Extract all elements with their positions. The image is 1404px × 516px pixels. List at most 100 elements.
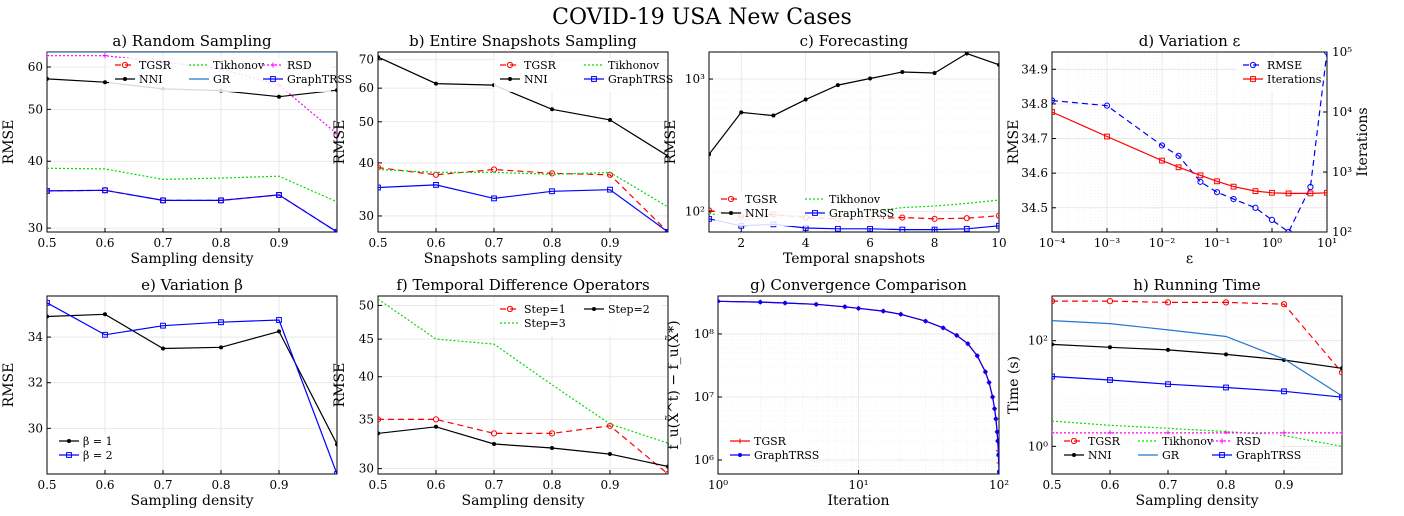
legend: TGSR Tikhonov NNI GraphTRSS	[494, 58, 673, 92]
data-point	[161, 346, 165, 351]
plot-frame	[46, 295, 338, 475]
legend-label: GraphTRSS	[829, 207, 894, 220]
data-point	[608, 117, 612, 122]
legend-label: TGSR	[754, 435, 787, 448]
legend-marker	[737, 438, 743, 444]
legend-marker	[506, 305, 514, 313]
data-point	[868, 76, 873, 81]
x-tick-label: 0.7	[484, 236, 503, 250]
x-tick-label: 0.5	[37, 236, 56, 250]
legend-label: TGSR	[1088, 435, 1121, 448]
legend-label: RSD	[1236, 435, 1261, 448]
data-point	[1052, 342, 1054, 347]
data-point	[47, 299, 50, 306]
data-point	[1281, 388, 1287, 395]
data-point	[899, 226, 906, 232]
data-point	[665, 229, 668, 232]
data-point	[1307, 183, 1314, 191]
panel-d: 10⁻⁴ 10⁻³ 10⁻² 10⁻¹ 10⁰ 10¹ 34.5 34.6 34.7 34.8 34…	[1006, 32, 1371, 267]
data-point	[434, 424, 438, 429]
legend-label: Tikhonov	[608, 59, 660, 72]
plot-frame	[377, 51, 669, 233]
series-line-tgsr	[1052, 300, 1342, 373]
data-point	[834, 225, 841, 232]
legend-label: Step=1	[524, 303, 566, 316]
data-point	[1281, 430, 1287, 436]
plot-frame	[708, 51, 1000, 233]
plot-area	[378, 55, 668, 232]
x-tick-label: 0.9	[1274, 478, 1293, 492]
data-point	[709, 152, 711, 157]
data-point	[1108, 345, 1112, 350]
y-tick-label: 34.5	[1021, 201, 1048, 215]
data-point	[1165, 381, 1171, 388]
y-tick-label: 10⁰	[1028, 439, 1048, 453]
y-axis-label: RMSE	[332, 120, 348, 165]
data-point	[997, 469, 999, 474]
data-point	[378, 164, 382, 171]
data-point	[606, 422, 614, 429]
legend-marker	[592, 307, 596, 311]
y-tick-label: 70	[359, 53, 374, 67]
x-tick-label: 0.9	[269, 236, 288, 250]
y-tick-label: 34.9	[1021, 62, 1048, 76]
data-point	[975, 353, 980, 358]
data-point	[881, 309, 886, 314]
legend-label: NNI	[745, 207, 769, 220]
data-point	[898, 312, 903, 317]
data-point	[995, 212, 999, 219]
legend-marker	[738, 453, 742, 457]
y-tick-label: 10³	[685, 72, 705, 86]
data-point	[856, 306, 861, 311]
data-point	[1107, 377, 1113, 383]
data-point	[954, 333, 959, 338]
y-tick-label: 34.7	[1021, 132, 1048, 146]
data-point	[666, 464, 668, 469]
data-point	[1252, 204, 1259, 211]
x-tick-label: 6	[866, 236, 874, 250]
data-point	[1222, 299, 1230, 306]
legend-label: NNI	[139, 73, 163, 86]
data-point	[1223, 384, 1229, 391]
data-point	[1340, 366, 1342, 371]
series-line-step=2	[378, 426, 668, 468]
y-axis-label: RMSE	[1, 120, 17, 165]
data-point	[102, 331, 108, 338]
y-tick-label: 10²	[685, 204, 705, 218]
series-line-step=1	[378, 418, 668, 474]
data-point	[1164, 299, 1172, 306]
data-point	[47, 314, 49, 319]
data-point	[334, 131, 337, 137]
data-point	[378, 431, 380, 436]
data-point	[1307, 190, 1314, 197]
data-point	[758, 300, 763, 305]
data-point	[1214, 178, 1220, 185]
data-point	[1252, 188, 1259, 195]
panel-a: 0.5 0.6 0.7 0.8 0.9 30 40 50 60 a) Random Samplin…	[1, 32, 352, 267]
data-point	[550, 107, 554, 112]
legend-marker	[1219, 438, 1225, 444]
series-line-nni	[378, 56, 668, 157]
data-point	[803, 97, 808, 102]
data-point	[965, 341, 970, 346]
data-point	[923, 319, 928, 324]
plot-area	[378, 298, 668, 474]
data-point	[931, 215, 938, 222]
data-point	[434, 81, 438, 86]
data-point	[995, 439, 999, 444]
y-axis-label: RMSE	[1, 363, 17, 408]
data-point	[548, 430, 556, 437]
legend: TGSR Tikhonov RSD NNI GR GraphTRSS	[109, 58, 352, 92]
data-point	[335, 88, 337, 93]
legend: β = 1β = 2	[53, 434, 137, 468]
plot-area	[1052, 52, 1327, 232]
panel-title: d) Variation ε	[1139, 32, 1241, 50]
data-point	[931, 226, 938, 232]
legend-marker	[1249, 61, 1257, 69]
y-tick-label: 40	[359, 156, 374, 170]
data-point	[378, 416, 382, 423]
data-point	[550, 446, 554, 451]
plot-area	[47, 299, 337, 474]
